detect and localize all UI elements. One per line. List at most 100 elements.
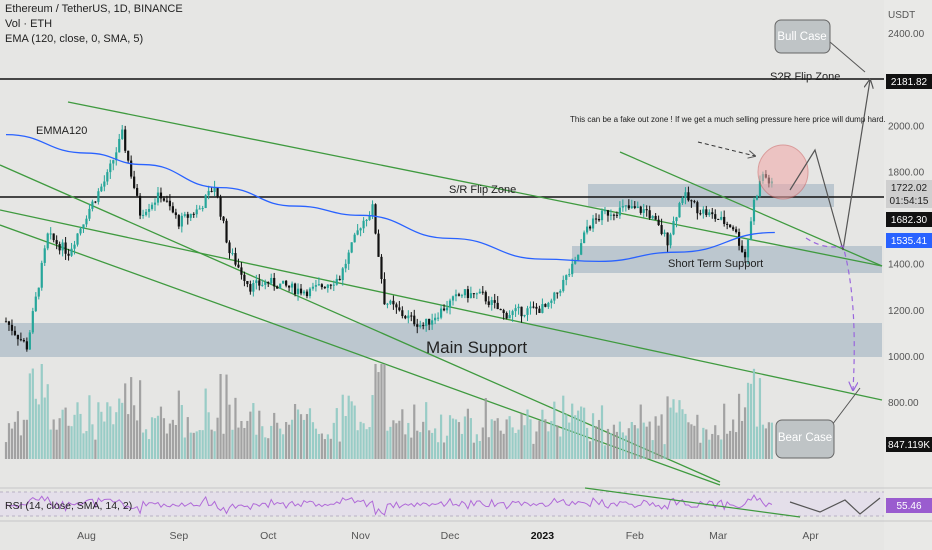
volume-bar (10, 428, 14, 459)
volume-bar (612, 424, 616, 459)
candle-body (651, 215, 654, 219)
last-price-badge[interactable] (886, 180, 932, 208)
main-support-box[interactable] (0, 323, 882, 357)
price-tick: 2400.00 (888, 29, 925, 40)
ema-line[interactable] (5, 133, 775, 263)
candle-body (144, 211, 148, 215)
candle-body (246, 280, 249, 285)
candle-body (52, 233, 55, 241)
candle-body (273, 277, 276, 287)
bull-case-path[interactable] (789, 80, 870, 251)
volume-bar (302, 419, 306, 459)
candle-body (94, 201, 97, 203)
channel-upper-line[interactable] (67, 101, 883, 267)
ema-indicator-label[interactable]: EMA (120, close, 0, SMA, 5) (5, 33, 144, 45)
volume-bar (40, 364, 43, 459)
volume-bar (392, 420, 395, 459)
candle-body (228, 242, 231, 254)
volume-bar (416, 430, 419, 459)
candle-body (684, 192, 687, 198)
candle-body (493, 300, 496, 303)
volume-bar (323, 439, 326, 459)
candle-body (180, 215, 183, 227)
volume-bar (723, 403, 726, 459)
time-axis: Aug Sep Oct Nov Dec 2023 Feb Mar Apr (77, 530, 819, 542)
time-tick: Aug (77, 530, 96, 542)
candle-body (532, 306, 535, 308)
rsi-divergence-line[interactable] (584, 487, 801, 518)
candle-body (475, 293, 478, 295)
candle-body (219, 196, 222, 217)
candle-body (19, 339, 22, 341)
volume-bar (219, 373, 222, 459)
symbol-title[interactable]: Ethereum / TetherUS, 1D, BINANCE (5, 3, 183, 15)
bear-case-callout[interactable] (775, 419, 835, 459)
candle-body (299, 288, 303, 294)
candle-body (365, 219, 368, 221)
candle-body (165, 200, 169, 202)
volume-bar (210, 429, 213, 459)
volume-bar (73, 414, 76, 459)
candle-body (177, 215, 180, 227)
candle-body (213, 187, 216, 192)
candle-body (562, 279, 565, 291)
volume-bar (487, 437, 490, 459)
level-1682-badge[interactable] (886, 212, 932, 227)
fakeout-pointer-arrow (697, 141, 755, 156)
candle-body (541, 304, 544, 313)
time-tick: Feb (626, 530, 644, 542)
candle-body (642, 209, 645, 213)
candle-body (481, 291, 484, 293)
candle-body (586, 226, 589, 233)
bull-case-callout[interactable] (774, 19, 831, 54)
candle-body (451, 296, 455, 301)
level-2181-badge[interactable] (886, 74, 932, 89)
breakout-trend-line[interactable] (619, 151, 883, 267)
volume-bar (76, 402, 79, 459)
volume-bar (624, 435, 627, 459)
candle-body (43, 248, 46, 263)
volume-bar (156, 415, 160, 459)
candle-body (696, 202, 699, 214)
rsi-line[interactable] (5, 494, 773, 516)
volume-bar (264, 437, 267, 459)
candle-body (255, 280, 258, 284)
volume-bar (565, 414, 568, 459)
volume-bar (240, 421, 243, 459)
volume-bar (341, 394, 344, 459)
volume-bar (541, 409, 544, 459)
volume-bar (600, 405, 604, 459)
volume-bar (425, 402, 428, 459)
candle-body (457, 294, 461, 296)
volume-indicator-label[interactable]: Vol · ETH (5, 18, 53, 30)
fakeout-highlight-ellipse[interactable] (757, 144, 809, 200)
volume-bar (469, 418, 472, 459)
volume-bar (448, 415, 452, 459)
volume-bar (228, 404, 231, 459)
candle-body (705, 209, 708, 216)
candle-body (249, 284, 252, 292)
volume-bar (127, 414, 130, 459)
ema-badge[interactable] (886, 233, 932, 248)
candle-body (201, 208, 204, 210)
volume-bar (168, 423, 171, 459)
volume-badge[interactable] (886, 437, 932, 452)
volume-bar (374, 364, 377, 459)
candle-body (413, 315, 416, 325)
volume-bar (475, 434, 478, 459)
candle-body (591, 218, 595, 229)
volume-bar (746, 382, 750, 459)
rsi-badge[interactable] (886, 498, 932, 513)
volume-bar (198, 430, 201, 459)
volume-bar (559, 436, 562, 459)
volume-bar (141, 432, 145, 459)
candle-body (261, 284, 264, 286)
candle-body (660, 225, 663, 234)
volume-bar (711, 433, 714, 459)
candle-body (285, 280, 288, 286)
candle-body (10, 324, 14, 331)
volume-bar (79, 413, 82, 459)
candle-body (702, 209, 705, 214)
candle-body (296, 288, 300, 295)
